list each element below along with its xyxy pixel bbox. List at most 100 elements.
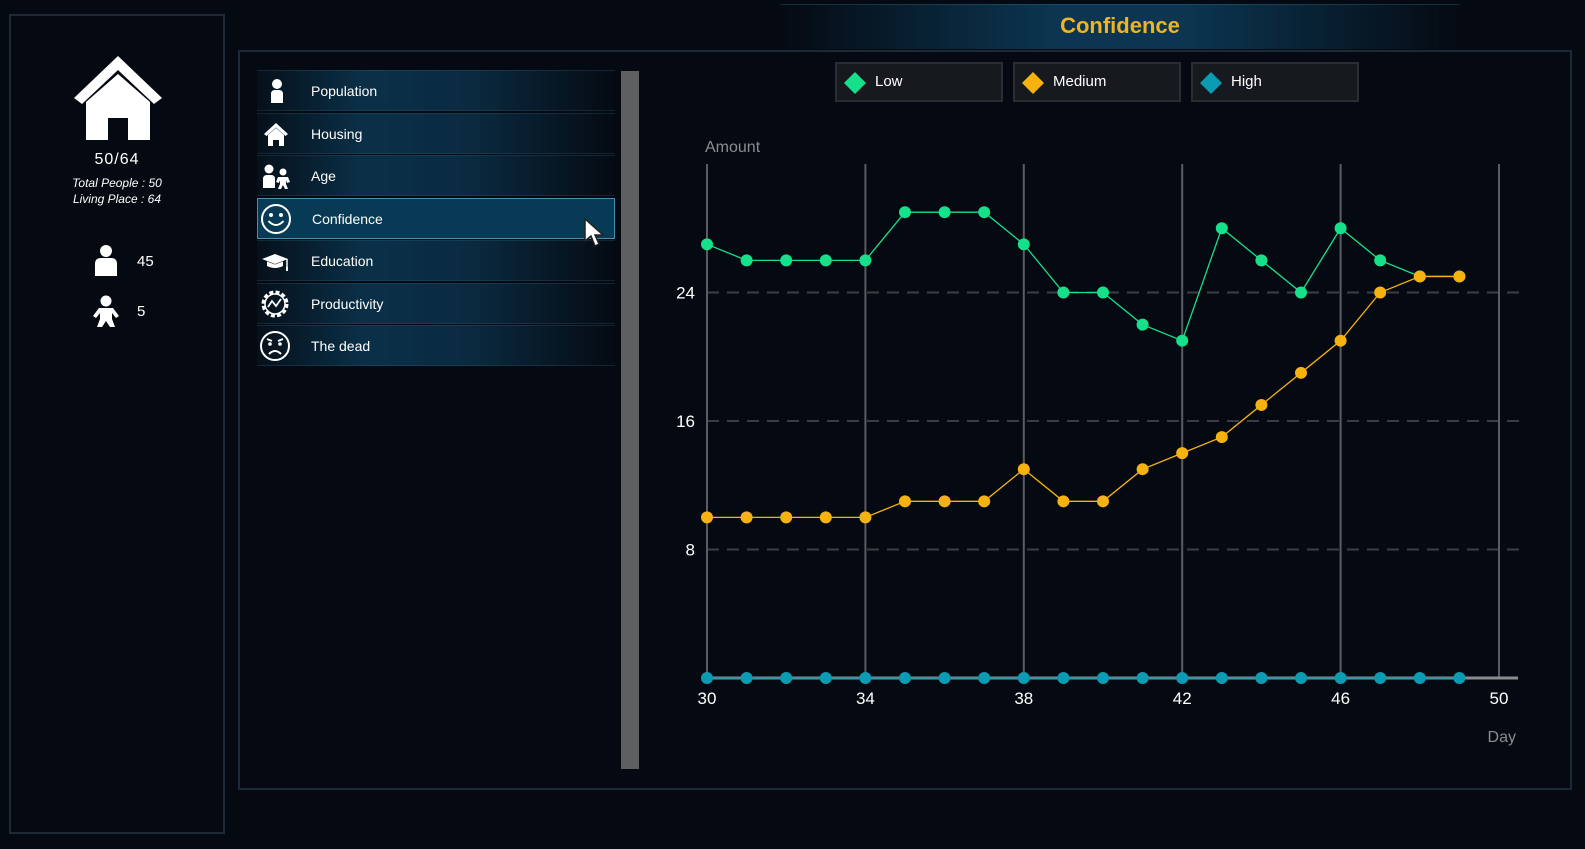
data-point-low	[1017, 238, 1030, 251]
living-place-label: Living Place :	[72, 192, 145, 206]
menu-item-label: Education	[311, 253, 374, 269]
data-point-high	[1255, 672, 1268, 684]
data-point-low	[701, 238, 713, 251]
x-tick-label: 46	[1331, 689, 1350, 708]
data-point-low	[978, 206, 991, 219]
data-point-low	[1334, 222, 1347, 235]
data-point-medium	[701, 511, 713, 524]
total-people-label: Total People :	[72, 176, 146, 190]
data-point-high	[740, 672, 753, 684]
data-point-medium	[938, 495, 951, 508]
menu-item-education[interactable]: Education	[257, 240, 615, 281]
data-point-high	[938, 672, 951, 684]
green-diamond-icon	[844, 72, 866, 94]
data-point-high	[1413, 672, 1426, 684]
data-point-low	[859, 254, 872, 267]
total-people-value: 50	[148, 176, 162, 190]
total-people-stat: Total People : 50	[11, 176, 223, 190]
data-point-medium	[1017, 463, 1030, 476]
person-icon	[271, 79, 283, 103]
data-point-medium	[1097, 495, 1109, 508]
menu-item-age[interactable]: Age	[257, 155, 615, 196]
data-point-high	[1374, 672, 1387, 684]
menu-item-confidence[interactable]: Confidence	[257, 197, 615, 239]
data-point-high	[1334, 672, 1347, 684]
data-point-medium	[740, 511, 753, 524]
data-point-medium	[1176, 447, 1189, 460]
yellow-diamond-icon	[1022, 72, 1044, 94]
data-point-medium	[1295, 366, 1307, 379]
housing-summary-panel: 50/64 Total People : 50 Living Place : 6…	[9, 14, 225, 834]
data-point-medium	[978, 495, 991, 508]
data-point-high	[859, 672, 872, 684]
data-point-high	[978, 672, 991, 684]
data-point-high	[1295, 672, 1307, 684]
data-point-high	[1215, 672, 1228, 684]
legend-label-high: High	[1231, 73, 1262, 90]
legend-swatch-low	[844, 72, 866, 94]
data-point-high	[1097, 672, 1109, 684]
data-point-medium	[819, 511, 832, 524]
menu-item-label: The dead	[311, 338, 371, 354]
data-point-medium	[1255, 398, 1268, 411]
teal-diamond-icon	[1200, 72, 1222, 94]
data-point-low	[1097, 286, 1109, 299]
data-point-low	[819, 254, 832, 267]
data-point-low	[1255, 254, 1268, 267]
child-count: 5	[137, 302, 146, 320]
living-place-stat: Living Place : 64	[11, 192, 223, 206]
menu-item-productivity[interactable]: Productivity	[257, 282, 615, 324]
x-tick-label: 42	[1173, 689, 1192, 708]
x-tick-label: 38	[1014, 689, 1033, 708]
series-line-medium	[707, 275, 1460, 519]
legend-low-button[interactable]: Low	[835, 62, 1003, 102]
data-point-low	[740, 254, 753, 267]
menu-item-population[interactable]: Population	[257, 70, 615, 111]
data-point-low	[1374, 254, 1387, 267]
legend-swatch-high	[1200, 72, 1222, 94]
living-place-value: 64	[147, 192, 162, 206]
x-axis-label: Day	[1488, 729, 1516, 746]
data-point-medium	[1374, 286, 1387, 299]
header-bar	[780, 4, 1460, 49]
data-point-high	[701, 672, 713, 684]
x-tick-label: 30	[698, 689, 717, 708]
y-tick-label: 24	[676, 284, 695, 303]
data-point-low	[1215, 222, 1228, 235]
menu-item-label: Confidence	[312, 210, 383, 227]
smiley-icon	[261, 203, 291, 234]
legend-high-button[interactable]: High	[1191, 62, 1359, 102]
data-point-high	[780, 672, 793, 684]
data-point-high	[899, 672, 911, 684]
child-count-row: 5	[91, 294, 145, 328]
menu-item-the-dead[interactable]: The dead	[257, 325, 615, 366]
data-point-high	[1136, 672, 1149, 684]
y-axis-label: Amount	[705, 139, 761, 156]
menu-item-housing[interactable]: Housing	[257, 112, 615, 154]
adult-count-row: 45	[91, 244, 154, 278]
data-point-medium	[1413, 270, 1426, 283]
data-point-medium	[899, 495, 911, 508]
y-tick-label: 16	[676, 412, 695, 431]
gear-chart-icon	[261, 290, 289, 317]
data-point-high	[1017, 672, 1030, 684]
mouse-cursor-icon	[584, 217, 605, 248]
y-tick-label: 8	[686, 541, 695, 560]
category-menu: Population Housing Age Confidence	[257, 70, 615, 368]
data-point-medium	[859, 511, 872, 524]
data-point-low	[1295, 286, 1307, 299]
data-point-low	[780, 254, 793, 267]
legend-label-low: Low	[875, 73, 903, 90]
legend-medium-button[interactable]: Medium	[1013, 62, 1181, 102]
data-point-high	[1176, 672, 1189, 684]
data-point-low	[1176, 334, 1189, 347]
legend-label-medium: Medium	[1053, 73, 1107, 90]
data-point-low	[1057, 286, 1070, 299]
data-point-high	[819, 672, 832, 684]
adult-child-icon	[263, 164, 290, 189]
child-icon	[93, 295, 119, 327]
menu-scrollbar[interactable]	[621, 71, 639, 769]
x-tick-label: 50	[1490, 689, 1509, 708]
menu-item-label: Age	[311, 168, 336, 184]
